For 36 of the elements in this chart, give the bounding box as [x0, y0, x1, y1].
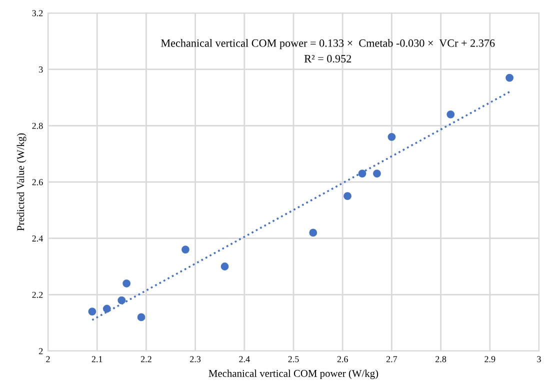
- point: [88, 308, 96, 316]
- point: [137, 313, 146, 322]
- point: [446, 110, 455, 118]
- point: [102, 304, 111, 313]
- x-tick-label: 2.4: [239, 356, 250, 362]
- x-tick-label: 2.8: [436, 356, 446, 362]
- point: [373, 170, 381, 178]
- y-tick-label: 2: [39, 348, 43, 354]
- y-tick-label: 2.4: [32, 235, 43, 242]
- point: [309, 228, 318, 237]
- x-tick-label: 2.6: [337, 356, 348, 362]
- annotation: R² = 0.952: [304, 54, 352, 62]
- x-tick-label: 2: [46, 356, 50, 362]
- x-axis-title: Mechanical vertical COM power (W/kg): [208, 370, 378, 380]
- y-tick-label: 2.2: [32, 292, 43, 298]
- y-tick-label: 2.8: [32, 122, 43, 129]
- point: [358, 170, 366, 178]
- x-tick-label: 2.5: [288, 356, 299, 362]
- y-tick-label: 3: [39, 66, 43, 73]
- x-tick-label: 2.3: [190, 356, 201, 362]
- y-axis-title: Predicted Value (W/kg): [16, 133, 26, 231]
- point: [388, 132, 396, 141]
- x-tick-label: 2.2: [140, 356, 152, 362]
- y-tick-label: 3.2: [32, 10, 43, 16]
- x-tick-label: 2.7: [386, 356, 398, 362]
- point: [506, 74, 514, 82]
- point: [122, 279, 131, 288]
- point: [118, 296, 126, 304]
- x-tick-label: 2.1: [92, 356, 102, 362]
- point: [182, 246, 190, 254]
- annotation: Mechanical vertical COM power = 0.133 × Cmetab -0.030 × VCr + 2.376: [161, 39, 495, 50]
- point: [220, 262, 229, 270]
- y-tick-label: 2.6: [32, 179, 43, 186]
- x-tick-label: 3: [537, 356, 541, 362]
- point: [344, 192, 352, 200]
- x-tick-label: 2.9: [484, 356, 496, 362]
